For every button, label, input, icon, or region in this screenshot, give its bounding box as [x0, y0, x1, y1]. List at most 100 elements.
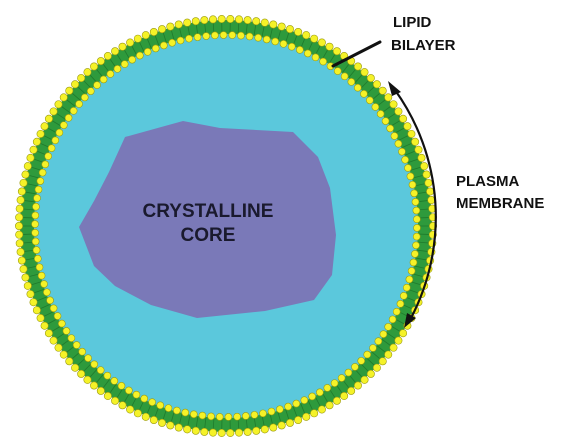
- inner-lipid-head: [233, 412, 241, 421]
- inner-lipid-head: [32, 202, 40, 211]
- outer-lipid-head: [54, 343, 63, 352]
- outer-lipid-head: [17, 256, 26, 265]
- inner-lipid-head: [330, 379, 339, 387]
- inner-lipid-head: [103, 371, 112, 380]
- lipid-tail-line: [115, 388, 123, 400]
- outer-lipid-head: [59, 93, 68, 102]
- outer-lipid-head: [16, 196, 25, 205]
- outer-lipid-head: [16, 247, 25, 256]
- inner-lipid-head: [40, 280, 48, 288]
- lipid-tail-line: [88, 369, 98, 379]
- crystalline-core-shape: [79, 121, 336, 318]
- lipid-tail-line: [82, 79, 92, 89]
- inner-lipid-head: [32, 246, 41, 254]
- outer-lipid-head: [332, 396, 341, 405]
- inner-lipid-head: [60, 121, 68, 129]
- outer-lipid-head: [277, 421, 286, 430]
- inner-lipid-head: [198, 411, 207, 420]
- inner-lipid-head: [316, 388, 324, 397]
- inner-lipid-head: [41, 160, 50, 169]
- outer-lipid-head: [269, 423, 278, 432]
- outer-lipid-head: [317, 38, 326, 47]
- inner-lipid-head: [311, 53, 320, 62]
- outer-lipid-head: [399, 114, 408, 123]
- lipid-tail-line: [253, 416, 257, 429]
- inner-lipid-head: [392, 307, 401, 316]
- outer-lipid-head: [77, 74, 86, 83]
- core-label-line-1: CRYSTALLINE: [143, 201, 274, 222]
- lipid-tail-line: [253, 23, 257, 36]
- plasma-membrane-arrow-curve: [394, 89, 437, 319]
- lipid-tail-line: [410, 166, 423, 171]
- inner-lipid-head: [410, 189, 418, 198]
- inner-lipid-head: [72, 341, 81, 349]
- outer-lipid-head: [243, 427, 252, 436]
- inner-lipid-head: [340, 72, 349, 81]
- lipid-tail-line: [22, 199, 35, 203]
- inner-lipid-head: [386, 124, 394, 133]
- outer-lipid-head: [183, 18, 192, 27]
- outer-lipid-head: [118, 401, 127, 410]
- inner-lipid-head: [242, 412, 250, 420]
- inner-lipid-head: [84, 354, 92, 362]
- inner-lipid-head: [411, 250, 419, 258]
- inner-lipid-head: [284, 402, 292, 411]
- outer-lipid-head: [21, 170, 30, 179]
- lipid-tail-line: [178, 413, 183, 426]
- inner-lipid-head: [402, 283, 411, 292]
- outer-lipid-head: [200, 427, 209, 436]
- inner-lipid-head: [151, 44, 160, 53]
- inner-lipid-head: [287, 42, 296, 51]
- lipid-tail-line: [21, 233, 34, 235]
- inner-lipid-head: [323, 384, 332, 392]
- inner-lipid-head: [93, 81, 101, 89]
- lipid-tail-line: [418, 233, 431, 235]
- inner-lipid-head: [31, 211, 40, 220]
- lipid-tail-line: [70, 351, 81, 361]
- inner-lipid-head: [412, 232, 421, 241]
- outer-lipid-head: [217, 428, 226, 437]
- lipid-tail-line: [178, 26, 183, 39]
- outer-lipid-head: [158, 418, 167, 427]
- inner-lipid-head: [399, 292, 408, 300]
- outer-lipid-head: [269, 20, 278, 29]
- inner-lipid-head: [80, 93, 89, 102]
- inner-lipid-head: [292, 399, 301, 408]
- outer-lipid-head: [103, 391, 112, 400]
- lipid-tail-line: [417, 199, 430, 203]
- inner-lipid-head: [228, 31, 237, 39]
- lipid-tail-line: [88, 73, 98, 83]
- inner-lipid-head: [99, 75, 108, 84]
- outer-lipid-head: [19, 178, 28, 187]
- inner-lipid-head: [381, 117, 390, 125]
- lipid-tail-line: [76, 357, 86, 367]
- lipid-tail-line: [292, 406, 298, 419]
- lipid-tail-line: [138, 40, 145, 52]
- outer-lipid-head: [15, 213, 24, 222]
- inner-lipid-head: [31, 220, 39, 228]
- lipid-tail-line: [27, 273, 40, 278]
- outer-lipid-head: [407, 129, 416, 138]
- outer-lipid-head: [71, 363, 80, 372]
- lipid-tail-line: [154, 33, 160, 46]
- inner-lipid-head: [211, 31, 219, 40]
- inner-lipid-head: [47, 144, 56, 152]
- outer-lipid-head: [424, 178, 433, 187]
- lipid-tail-line: [394, 318, 406, 326]
- lipid-tail-line: [307, 400, 314, 412]
- outer-lipid-head: [149, 416, 158, 425]
- outer-lipid-head: [347, 386, 356, 395]
- lipid-tail-line: [412, 174, 425, 179]
- lipid-tail-line: [408, 289, 420, 294]
- lipid-tail-line: [410, 281, 423, 286]
- outer-lipid-head: [15, 222, 24, 231]
- lipid-tail-line: [29, 281, 42, 286]
- outer-lipid-head: [277, 22, 286, 31]
- inner-lipid-head: [125, 386, 133, 395]
- outer-lipid-head: [166, 421, 175, 430]
- lipid-tail-line: [307, 40, 314, 52]
- lipid-tail-line: [46, 126, 58, 134]
- inner-lipid-head: [120, 60, 129, 68]
- lipid-tail-line: [360, 363, 370, 373]
- inner-lipid-heads: [31, 31, 421, 421]
